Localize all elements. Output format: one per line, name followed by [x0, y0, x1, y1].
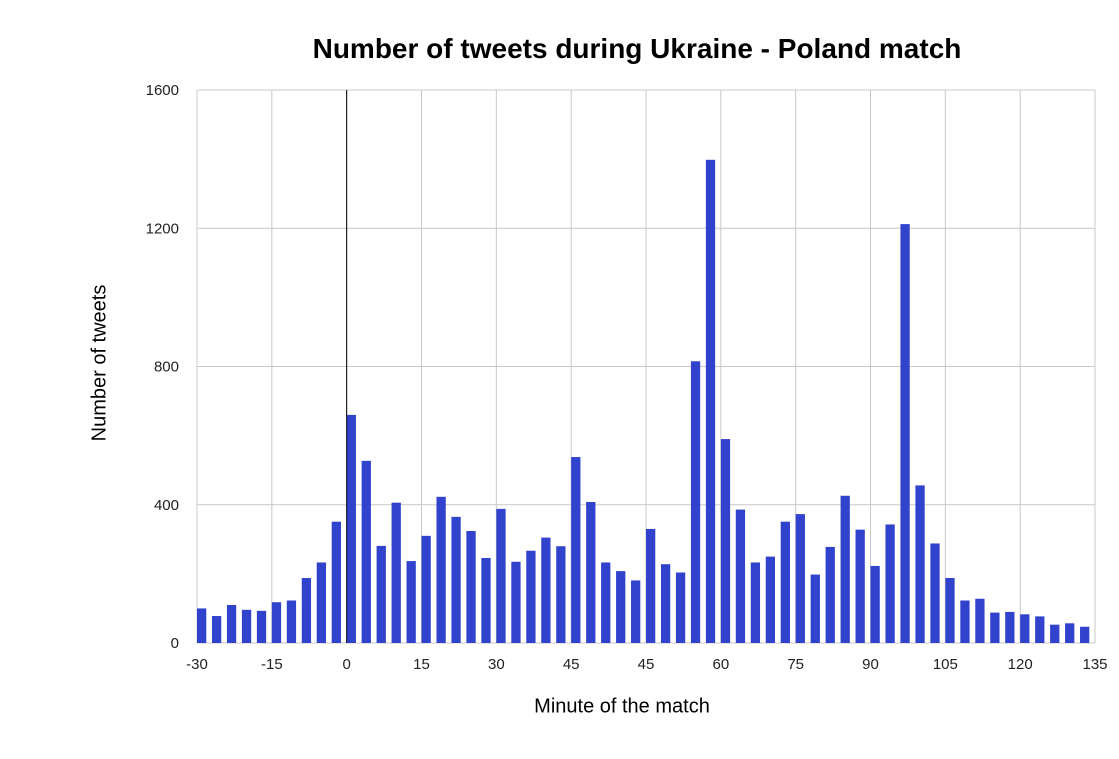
- bar: [1080, 626, 1090, 643]
- x-tick-label: 135: [1082, 656, 1107, 673]
- x-tick-label: 75: [787, 656, 804, 673]
- bar: [960, 600, 970, 643]
- chart-title: Number of tweets during Ukraine - Poland…: [312, 33, 962, 64]
- bar: [825, 546, 835, 643]
- bar: [780, 521, 790, 643]
- bar: [915, 485, 925, 643]
- bar: [690, 361, 701, 643]
- bar: [316, 562, 327, 643]
- bar: [1050, 624, 1060, 643]
- bar: [391, 502, 401, 643]
- bar: [616, 571, 626, 643]
- bar: [256, 610, 267, 643]
- x-axis-title: Minute of the match: [534, 695, 710, 718]
- bar: [451, 516, 461, 643]
- bar: [197, 608, 207, 643]
- bar: [990, 612, 1000, 643]
- bar: [346, 414, 356, 643]
- x-tick-label: 45: [638, 656, 655, 673]
- bar: [241, 609, 252, 643]
- bar: [1005, 611, 1015, 643]
- bar: [286, 600, 297, 643]
- x-tick-label: 45: [563, 656, 580, 673]
- y-tick-label: 800: [154, 359, 179, 376]
- bar: [541, 537, 551, 643]
- y-tick-label: 400: [154, 497, 179, 514]
- bar: [571, 457, 581, 643]
- bar: [331, 521, 341, 643]
- bar: [705, 159, 716, 643]
- bar: [226, 604, 237, 643]
- y-tick-label: 0: [171, 635, 179, 652]
- bar: [900, 224, 910, 644]
- bar: [556, 546, 566, 643]
- bar: [646, 528, 656, 643]
- bar: [406, 561, 416, 643]
- bar: [930, 543, 940, 643]
- x-tick-label: 0: [342, 656, 350, 673]
- bar: [271, 602, 282, 643]
- x-tick-label: 90: [862, 656, 879, 673]
- x-tick-label: 120: [1008, 656, 1033, 673]
- bar: [870, 565, 880, 643]
- x-tick-label: 30: [488, 656, 505, 673]
- bar: [765, 556, 776, 643]
- x-tick-label: -30: [186, 656, 208, 673]
- bar: [885, 524, 895, 643]
- bar: [975, 598, 985, 643]
- bar: [361, 460, 371, 643]
- bar: [481, 557, 491, 643]
- bar: [526, 550, 536, 643]
- x-tick-label: 60: [712, 656, 729, 673]
- bar: [631, 580, 641, 643]
- bar: [720, 439, 731, 643]
- bar: [1035, 616, 1045, 643]
- bar: [675, 572, 686, 643]
- bar: [795, 514, 805, 643]
- bar: [660, 564, 671, 643]
- bar: [496, 508, 506, 643]
- bar: [750, 562, 761, 643]
- bar: [1065, 623, 1075, 643]
- x-tick-label: -15: [261, 656, 283, 673]
- bar: [511, 561, 521, 643]
- y-tick-label: 1200: [146, 220, 179, 237]
- bar: [840, 495, 850, 643]
- bar: [810, 574, 820, 643]
- bar: [601, 562, 611, 643]
- bar: [735, 509, 746, 643]
- bar: [301, 578, 312, 643]
- bar: [586, 501, 596, 643]
- bar: [436, 496, 446, 643]
- bar: [421, 535, 431, 643]
- bar: [211, 616, 222, 643]
- y-tick-label: 1600: [146, 82, 179, 99]
- bar: [945, 578, 955, 643]
- bar: [1020, 614, 1030, 643]
- bar: [376, 545, 386, 643]
- bar: [466, 531, 476, 643]
- bar: [855, 529, 865, 643]
- x-tick-label: 105: [933, 656, 958, 673]
- x-tick-label: 15: [413, 656, 430, 673]
